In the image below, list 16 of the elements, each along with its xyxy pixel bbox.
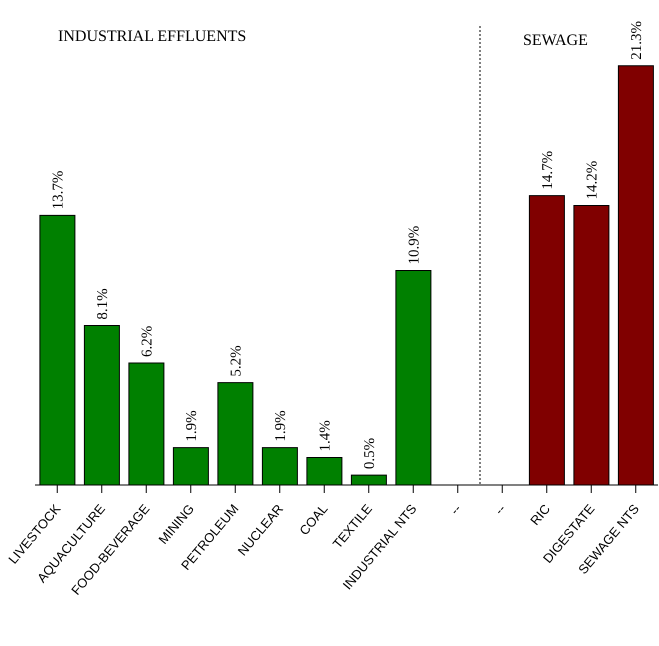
data-label: 13.7% [50, 170, 66, 210]
data-label: 8.1% [94, 288, 111, 320]
data-label: 1.9% [184, 410, 200, 442]
data-label: 1.9% [272, 410, 289, 442]
data-label: 6.2% [139, 326, 156, 357]
data-label: 0.5% [362, 438, 378, 470]
data-label: 14.2% [584, 160, 600, 200]
data-label: 21.3% [628, 20, 645, 60]
data-label: 10.9% [406, 226, 422, 264]
data-label: 5.2% [228, 345, 244, 377]
data-label: 1.4% [317, 420, 334, 452]
text: SEWAGE [523, 32, 588, 50]
data-label: 14.7% [540, 150, 556, 190]
text: INDUSTRIAL EFFLUENTS [58, 28, 246, 46]
x-tick-label: -- [446, 501, 464, 518]
x-tick-label: -- [491, 501, 509, 518]
